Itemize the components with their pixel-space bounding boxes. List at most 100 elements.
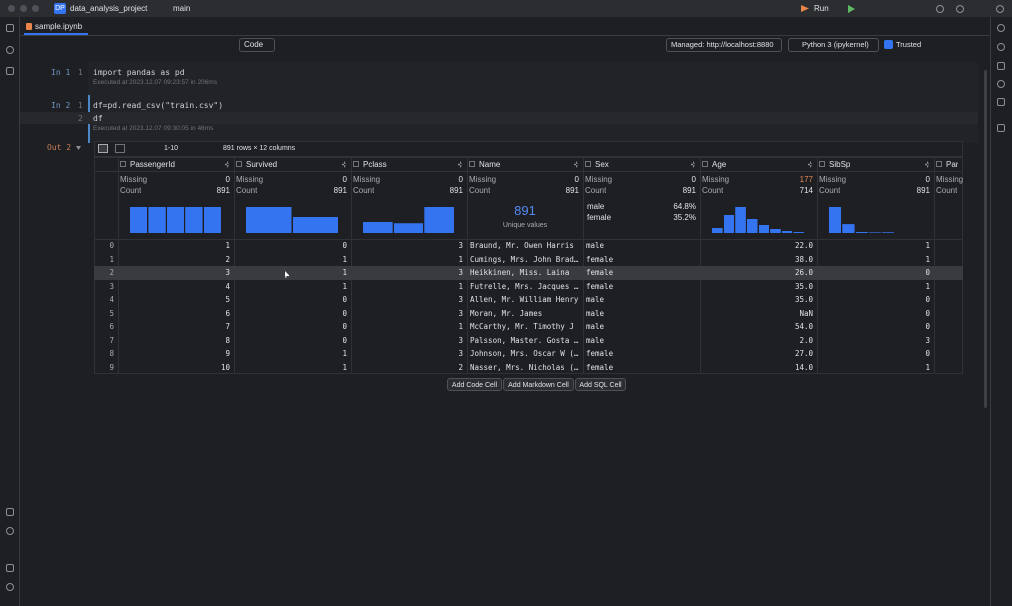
column-type-icon	[120, 161, 126, 167]
settings-icon[interactable]	[996, 5, 1004, 13]
count-value: 891	[216, 186, 230, 195]
table-cell: Moran, Mr. James	[470, 308, 543, 318]
column-header[interactable]: Pclass	[363, 161, 387, 169]
table-cell: 54.0	[794, 322, 813, 331]
line-number: 2	[78, 114, 83, 123]
page-range[interactable]: 1-10	[164, 145, 179, 152]
structure-tool[interactable]	[6, 67, 14, 75]
sort-icon[interactable]	[691, 161, 695, 168]
cell-type-dropdown[interactable]	[239, 38, 275, 52]
collapse-arrow[interactable]	[76, 146, 81, 150]
category-share: 64.8%	[673, 202, 696, 211]
add-cell-button[interactable]: Add SQL Cell	[575, 378, 626, 391]
table-cell: Allen, Mr. William Henry	[470, 295, 579, 304]
missing-label: Missing	[120, 176, 148, 184]
right-stripe	[990, 17, 1012, 606]
code-line: df	[93, 114, 103, 123]
missing-label: Missing	[936, 176, 963, 184]
project-name[interactable]: data_analysis_project	[70, 4, 148, 13]
code-cell[interactable]	[88, 62, 978, 97]
table-cell: 3	[458, 335, 463, 345]
run-button[interactable]: Run	[814, 4, 829, 13]
run-icon	[801, 5, 809, 12]
project-tool[interactable]	[6, 24, 14, 32]
sort-icon[interactable]	[808, 161, 812, 168]
add-cell-button[interactable]: Add Markdown Cell	[503, 378, 574, 391]
window-minimize[interactable]	[20, 5, 27, 12]
histogram-bar	[203, 207, 221, 233]
project-badge[interactable]: DP	[54, 3, 66, 14]
column-header[interactable]: Name	[479, 161, 501, 169]
table-view-toggle[interactable]	[98, 144, 108, 153]
table-cell: 1	[225, 241, 230, 250]
histogram-bar	[166, 207, 185, 233]
add-cell-button[interactable]: Add Code Cell	[447, 378, 502, 391]
user-icon[interactable]	[936, 5, 944, 13]
commit-tool[interactable]	[6, 46, 14, 54]
jupyter-tool[interactable]	[997, 80, 1005, 88]
column-header[interactable]: PassengerId	[130, 161, 175, 169]
table-cell: 14.0	[794, 362, 813, 372]
server-dropdown[interactable]	[666, 38, 782, 52]
sort-icon[interactable]	[458, 161, 462, 168]
missing-label: Missing	[236, 176, 264, 184]
layers-tool[interactable]	[6, 508, 14, 516]
chart-view-toggle[interactable]	[115, 144, 125, 153]
window-zoom[interactable]	[32, 5, 39, 12]
execution-status: Executed at 2023.12.07 09:23:57 in 206ms	[93, 79, 217, 86]
kernel-dropdown[interactable]	[788, 38, 879, 52]
sort-icon[interactable]	[574, 161, 578, 168]
count-value: 891	[565, 186, 579, 195]
column-header[interactable]: Survived	[246, 161, 278, 169]
sort-icon[interactable]	[342, 161, 346, 168]
terminal-tool[interactable]	[6, 564, 14, 572]
table-cell: 1	[458, 322, 463, 331]
table-cell: 0	[342, 322, 347, 331]
selected-row	[94, 266, 963, 280]
column-header[interactable]: Par	[946, 161, 959, 169]
count-value: 891	[682, 186, 696, 195]
sort-icon[interactable]	[925, 161, 929, 168]
rows-top-border	[94, 239, 963, 240]
search-icon[interactable]	[956, 5, 964, 13]
histogram-bar	[855, 231, 868, 233]
table-cell: male	[586, 241, 605, 250]
left-stripe	[0, 17, 20, 606]
table-cell: 2	[458, 362, 463, 372]
window-close[interactable]	[8, 5, 15, 12]
table-cell: female	[586, 268, 614, 277]
table-cell: Cumings, Mrs. John Brad…	[470, 254, 579, 264]
count-label: Count	[819, 187, 841, 195]
column-header[interactable]: Age	[712, 161, 727, 169]
count-label: Count	[585, 187, 607, 195]
table-cell: 10	[220, 362, 230, 372]
column-type-icon	[236, 161, 242, 167]
missing-label: Missing	[585, 176, 613, 184]
table-cell: 3	[458, 308, 463, 318]
file-tab[interactable]: sample.ipynb	[35, 22, 83, 31]
histogram-bar	[712, 228, 723, 233]
database-tool[interactable]	[997, 62, 1005, 70]
notifications-tool[interactable]	[997, 24, 1005, 32]
data-tool[interactable]	[997, 124, 1005, 132]
ai-tool[interactable]	[997, 43, 1005, 51]
column-header[interactable]: Sex	[595, 161, 609, 169]
line-number: 1	[78, 101, 83, 110]
table-cell: 3	[225, 268, 230, 277]
debug-tool[interactable]	[997, 98, 1005, 106]
header-row	[94, 157, 963, 172]
table-cell: 2.0	[799, 335, 813, 345]
column-header[interactable]: SibSp	[829, 161, 851, 169]
table-cell: 3	[925, 335, 930, 345]
sort-icon[interactable]	[225, 161, 229, 168]
trusted-checkbox[interactable]	[884, 40, 893, 49]
problems-tool[interactable]	[6, 583, 14, 591]
kernel-label: Python 3 (ipykernel)	[802, 40, 869, 49]
histogram-bar	[746, 219, 758, 233]
table-cell: male	[586, 322, 605, 331]
tab-underline	[24, 33, 88, 35]
packages-tool[interactable]	[6, 527, 14, 535]
scrollbar[interactable]	[984, 70, 987, 408]
table-cell: 0	[925, 295, 930, 304]
branch-name[interactable]: main	[173, 4, 191, 13]
